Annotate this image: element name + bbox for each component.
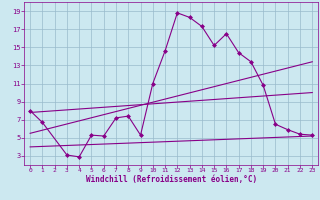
X-axis label: Windchill (Refroidissement éolien,°C): Windchill (Refroidissement éolien,°C) [86, 175, 257, 184]
